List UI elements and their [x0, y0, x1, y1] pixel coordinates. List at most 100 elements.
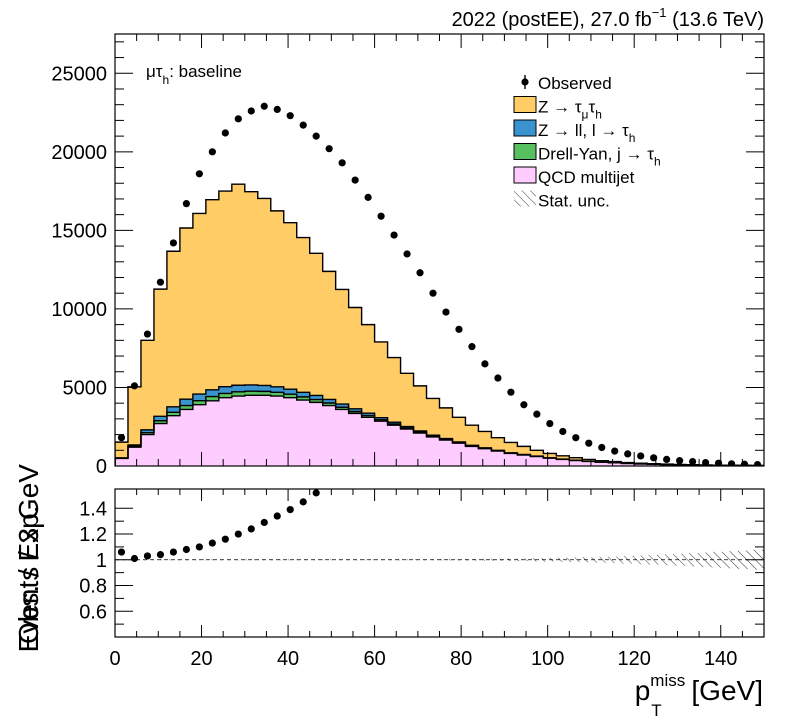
unc-band-bin [206, 199, 219, 200]
bar-qcd [180, 409, 193, 466]
unc-band-bin [569, 458, 582, 459]
ratio-point [235, 530, 242, 537]
bar-ztt [245, 192, 258, 385]
bar-qcd [284, 398, 297, 466]
unc-band-bin [297, 237, 310, 238]
lumi-label: 2022 (postEE), 27.0 fb−1 (13.6 TeV) [452, 5, 764, 31]
observed-point [468, 343, 475, 350]
bar-qcd [128, 447, 141, 466]
unc-band-bin [478, 431, 491, 432]
observed-point [274, 106, 281, 113]
bar-qcd [141, 435, 154, 466]
bar-qcd [440, 440, 453, 466]
observed-point [118, 434, 125, 441]
ratio-point [157, 551, 164, 558]
unc-band-bin [660, 464, 673, 465]
observed-point [611, 447, 618, 454]
unc-band-bin [543, 453, 556, 454]
ratio-point [222, 536, 229, 543]
ratio-point [209, 539, 216, 546]
ratio-point [196, 543, 203, 550]
observed-point [546, 420, 553, 427]
unc-band-bin [154, 289, 167, 290]
bar-ztt [491, 438, 504, 451]
observed-point [287, 112, 294, 119]
bar-qcd [375, 421, 388, 466]
ratio-point [118, 548, 125, 555]
unc-band-bin [284, 222, 297, 223]
unc-band-bin [219, 191, 232, 192]
ratio-point [274, 512, 281, 519]
x-tick-label: 100 [531, 648, 564, 670]
observed-point [624, 450, 631, 457]
bar-ztt [180, 228, 193, 399]
legend-label-unc: Stat. unc. [538, 192, 610, 211]
unc-band-bin [323, 271, 336, 272]
unc-band-bin [465, 425, 478, 426]
y-tick-label: 5000 [63, 377, 108, 399]
observed-point [183, 200, 190, 207]
observed-point [144, 330, 151, 337]
unc-band-bin [414, 386, 427, 387]
bar-qcd [401, 429, 414, 466]
unc-band-bin [530, 450, 543, 451]
x-tick-label: 140 [704, 648, 737, 670]
unc-band-bin [258, 198, 271, 199]
bar-qcd [517, 455, 530, 466]
unc-band-bin [167, 251, 180, 252]
x-tick-label: 80 [450, 648, 472, 670]
observed-point [196, 170, 203, 177]
channel-label: μτh: baseline [146, 62, 242, 87]
bar-qcd [193, 405, 206, 466]
observed-point [520, 401, 527, 408]
bar-qcd [362, 417, 375, 466]
observed-point [377, 213, 384, 220]
y-tick-label: 10000 [51, 299, 107, 321]
unc-band-bin [271, 210, 284, 211]
ratio-point [144, 552, 151, 559]
ratio-tick-label: 1.2 [79, 524, 107, 546]
unc-band-bin [621, 462, 634, 463]
unc-band-bin [634, 463, 647, 464]
ratio-tick-label: 0.8 [79, 576, 107, 598]
legend-label-ztt: Z → τμτh [538, 98, 602, 122]
x-tick-label: 0 [109, 648, 120, 670]
unc-band-bin [595, 461, 608, 462]
bar-ztt [517, 446, 530, 454]
ratio-point [248, 525, 255, 532]
bar-ztt [440, 408, 453, 439]
ratio-tick-label: 0.6 [79, 601, 107, 623]
unc-band-bin [401, 373, 414, 374]
observed-point [663, 456, 670, 463]
bar-ztt [154, 289, 167, 416]
y-tick-label: 20000 [51, 142, 107, 164]
bar-qcd [219, 398, 232, 466]
bar-ztt [271, 211, 284, 387]
bar-ztt [388, 358, 401, 423]
observed-point [339, 159, 346, 166]
bar-zll [167, 407, 180, 412]
ratio-points [118, 489, 320, 562]
observed-point [352, 176, 359, 183]
unc-band-bin [375, 342, 388, 343]
bar-qcd [258, 395, 271, 466]
bar-ztt [349, 307, 362, 408]
observed-point [689, 458, 696, 465]
unc-band-bin [115, 442, 128, 443]
y-tick-label: 25000 [51, 63, 107, 85]
observed-point [365, 194, 372, 201]
bar-ztt [465, 425, 478, 445]
observed-point [429, 290, 436, 297]
unc-band-bin [440, 408, 453, 409]
bar-qcd [452, 443, 465, 466]
unc-band-bin [310, 253, 323, 254]
unc-band-bin [608, 461, 621, 462]
bar-ztt [219, 191, 232, 387]
x-tick-label: 20 [190, 648, 212, 670]
bar-qcd [556, 459, 569, 466]
bar-qcd [206, 401, 219, 466]
